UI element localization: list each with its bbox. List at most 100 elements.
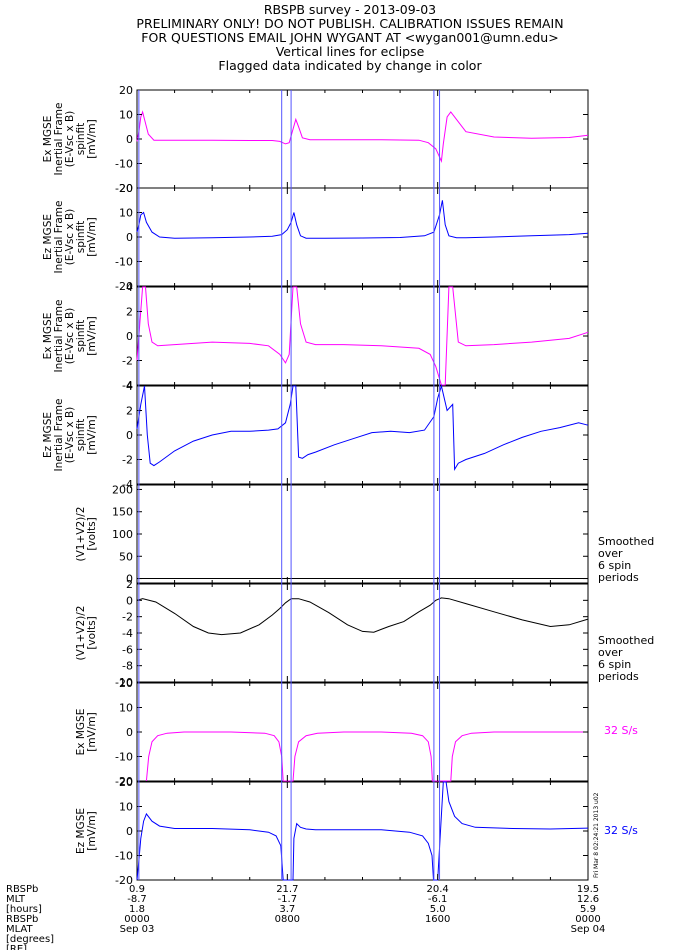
contact-line: FOR QUESTIONS EMAIL JOHN WYGANT AT <wyga… xyxy=(141,30,559,45)
series-line xyxy=(136,384,589,472)
footer-tick-value: 12.6 xyxy=(577,894,599,905)
y-tick-label: 4 xyxy=(126,380,133,393)
y-axis-label-line: (E-Vsc x B) xyxy=(64,308,76,365)
footer-tick-value: 1.8 xyxy=(129,904,145,915)
series-line xyxy=(136,286,589,386)
footer-tick-value: 3.7 xyxy=(279,904,295,915)
y-tick-label: 20 xyxy=(119,677,133,690)
y-tick-label: 2 xyxy=(126,306,133,319)
series-line xyxy=(136,110,589,163)
y-axis-label-line: [volts] xyxy=(86,616,98,649)
y-axis-label-line: spinfit xyxy=(75,419,87,451)
footer-tick-value: Sep 04 xyxy=(571,924,606,935)
y-axis-label-line: Ez MGSE xyxy=(42,412,54,458)
panel-5: 0 50 100 150 200 (V1+V2)/2[volts] xyxy=(75,483,589,586)
smoothed-label: Smoothed xyxy=(598,634,654,647)
series-line xyxy=(136,781,589,881)
y-axis-label-line: [volts] xyxy=(86,517,98,550)
y-tick-label: 2 xyxy=(126,405,133,418)
y-tick-label: -10 xyxy=(115,676,133,689)
y-tick-label: -4 xyxy=(122,379,133,392)
footer-row-label: RBSPb xyxy=(6,884,38,895)
y-axis-label-line: [mV/m] xyxy=(86,415,98,454)
y-tick-label: 4 xyxy=(126,281,133,294)
warning-line: PRELIMINARY ONLY! DO NOT PUBLISH. CALIBR… xyxy=(136,16,564,31)
panel-frame xyxy=(136,781,589,881)
footer-tick-value: 0000 xyxy=(124,914,149,925)
rate-label: 32 S/s xyxy=(604,824,638,837)
y-tick-label: -20 xyxy=(115,182,133,195)
footer-tick-value: 21.7 xyxy=(276,884,298,895)
eclipse-note: Vertical lines for eclipse xyxy=(275,44,425,59)
y-axis-label-line: Ez MGSE xyxy=(42,214,54,260)
y-tick-label: 0 xyxy=(126,429,133,442)
y-tick-label: -8 xyxy=(122,660,133,673)
plot-title: RBSPB survey - 2013-09-03 xyxy=(263,2,437,17)
panel-8: -20 -10 0 10 20 Ez MGSE[mV/m] xyxy=(75,776,589,887)
y-axis-label-line: spinfit xyxy=(75,320,87,352)
y-tick-label: -20 xyxy=(115,775,133,788)
y-tick-label: 2 xyxy=(126,578,133,591)
y-tick-label: 10 xyxy=(119,801,133,814)
timestamp-stamp: Fri Mar 8 02:24:21 2013 u02 xyxy=(593,792,600,878)
footer-tick-value: -1.7 xyxy=(278,894,298,905)
footer-tick-value: 1600 xyxy=(425,914,450,925)
y-axis-label-line: Ex MGSE xyxy=(75,709,87,756)
y-axis-label-line: Inertial Frame xyxy=(53,201,65,274)
y-tick-label: -10 xyxy=(115,751,133,764)
y-tick-label: 100 xyxy=(112,528,133,541)
smoothed-label: periods xyxy=(598,670,639,683)
y-axis-label-line: spinfit xyxy=(75,123,87,155)
footer-row-label: MLT xyxy=(6,894,26,905)
footer-tick-value: 5.0 xyxy=(430,904,446,915)
y-tick-label: 0 xyxy=(126,330,133,343)
flag-note: Flagged data indicated by change in colo… xyxy=(218,58,482,73)
y-axis-label: Ez MGSEInertial Frame(E-Vsc x B)spinfit[… xyxy=(42,399,98,472)
panel-3: -4 -2 0 2 4 Ex MGSEInertial Frame(E-Vsc x B)s… xyxy=(42,281,589,392)
y-axis-label: (V1+V2)/2[volts] xyxy=(75,606,98,661)
rate-label: 32 S/s xyxy=(604,724,638,737)
y-axis-label-line: [mV/m] xyxy=(86,316,98,355)
y-tick-label: -2 xyxy=(122,611,133,624)
smoothed-label: Smoothed xyxy=(598,535,654,548)
footer-row-label: [hours] xyxy=(6,904,42,915)
y-tick-label: -2 xyxy=(122,454,133,467)
y-tick-label: 10 xyxy=(119,109,133,122)
series-line xyxy=(136,597,589,636)
y-axis-label-line: Inertial Frame xyxy=(53,103,65,176)
y-tick-label: -4 xyxy=(122,478,133,491)
y-axis-label-line: [mV/m] xyxy=(86,712,98,751)
y-tick-label: -10 xyxy=(115,850,133,863)
y-axis-label-line: spinfit xyxy=(75,221,87,253)
series-line xyxy=(145,731,588,782)
y-axis-label-line: Ex MGSE xyxy=(42,313,54,360)
y-axis-label: Ex MGSE[mV/m] xyxy=(75,709,98,756)
panel-2: -20 -10 0 10 20 Ez MGSEInertial Frame(E-Vsc x… xyxy=(42,182,589,293)
smoothed-label: over xyxy=(598,646,623,659)
series-line xyxy=(136,200,589,239)
footer-tick-value: 0000 xyxy=(575,914,600,925)
footer-tick-value: 19.5 xyxy=(577,884,599,895)
panel-7: -20 -10 0 10 20 Ex MGSE[mV/m] xyxy=(75,677,589,788)
footer-tick-value: -8.7 xyxy=(127,894,147,905)
y-tick-label: -10 xyxy=(115,256,133,269)
smoothed-label: 6 spin xyxy=(598,658,631,671)
panel-6: -10 -8 -6 -4 -2 0 2 (V1+V2)/2[volts] xyxy=(75,578,589,689)
footer-tick-value: Sep 03 xyxy=(120,924,155,935)
y-axis-label-line: (V1+V2)/2 xyxy=(75,606,87,661)
y-tick-label: 0 xyxy=(126,825,133,838)
y-tick-label: -4 xyxy=(122,627,133,640)
y-axis-label-line: (V1+V2)/2 xyxy=(75,507,87,562)
y-axis-label: Ez MGSEInertial Frame(E-Vsc x B)spinfit[… xyxy=(42,201,98,274)
panel-frame xyxy=(136,385,589,485)
y-tick-label: -20 xyxy=(115,874,133,887)
y-tick-label: -2 xyxy=(122,355,133,368)
y-axis-label-line: Inertial Frame xyxy=(53,300,65,373)
smoothed-label: over xyxy=(598,547,623,560)
y-tick-label: 0 xyxy=(126,594,133,607)
y-tick-label: 200 xyxy=(112,483,133,496)
panel-frame xyxy=(136,484,589,584)
y-tick-label: -10 xyxy=(115,158,133,171)
